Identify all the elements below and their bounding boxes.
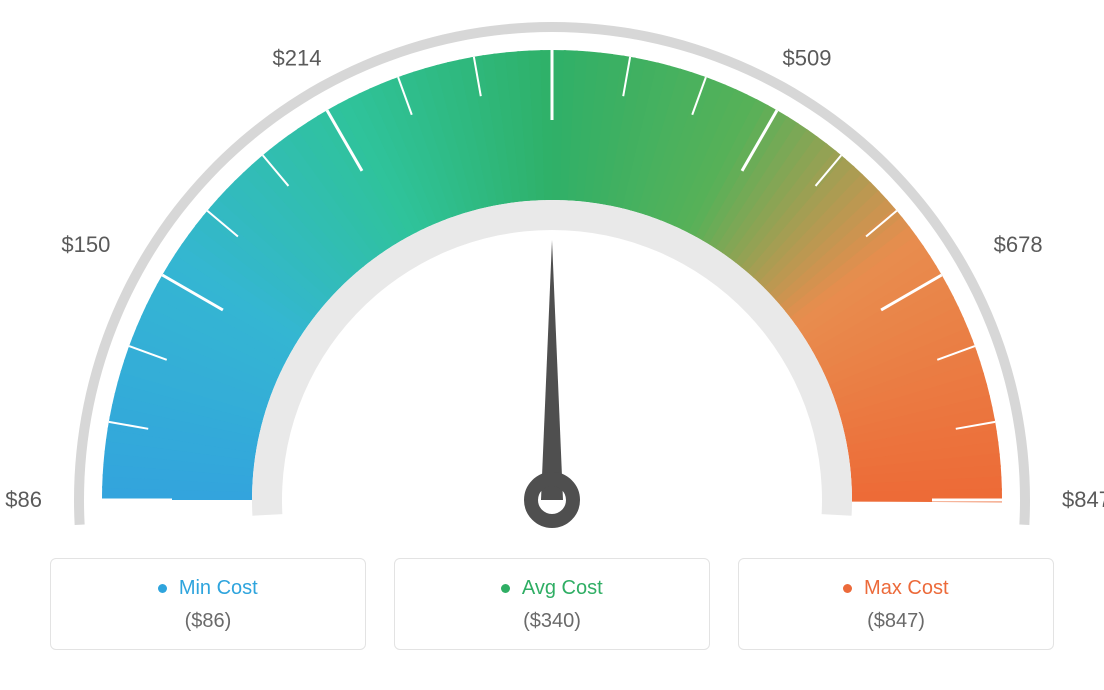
legend-label-min: Min Cost	[179, 577, 258, 599]
legend-value-min: ($86)	[61, 610, 355, 633]
cost-gauge-widget: $86 $150 $214 $340 $509 $678 $847 Min Cost ($8…	[0, 0, 1104, 690]
legend-value-max: ($847)	[749, 610, 1043, 633]
svg-text:$150: $150	[61, 232, 110, 257]
legend-title-avg: Avg Cost	[405, 577, 699, 600]
legend-label-max: Max Cost	[864, 577, 948, 599]
gauge-svg: $86 $150 $214 $340 $509 $678 $847	[0, 0, 1104, 560]
legend-card-max: Max Cost ($847)	[738, 558, 1054, 650]
legend-label-avg: Avg Cost	[522, 577, 603, 599]
legend-title-min: Min Cost	[61, 577, 355, 600]
svg-text:$214: $214	[273, 45, 322, 70]
legend-dot-max	[843, 584, 852, 593]
legend-dot-min	[158, 584, 167, 593]
legend-card-min: Min Cost ($86)	[50, 558, 366, 650]
svg-text:$509: $509	[783, 45, 832, 70]
legend-dot-avg	[501, 584, 510, 593]
svg-text:$340: $340	[528, 0, 577, 2]
svg-text:$678: $678	[994, 232, 1043, 257]
svg-text:$86: $86	[5, 487, 42, 512]
legend-title-max: Max Cost	[749, 577, 1043, 600]
svg-text:$847: $847	[1062, 487, 1104, 512]
gauge-area: $86 $150 $214 $340 $509 $678 $847	[0, 0, 1104, 560]
legend-card-avg: Avg Cost ($340)	[394, 558, 710, 650]
legend-row: Min Cost ($86) Avg Cost ($340) Max Cost …	[50, 558, 1054, 650]
legend-value-avg: ($340)	[405, 610, 699, 633]
